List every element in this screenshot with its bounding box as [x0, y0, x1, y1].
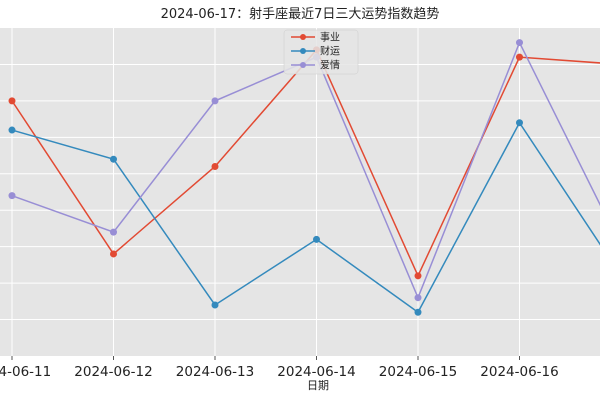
data-point-1-1: [110, 155, 117, 163]
x-tick-label: 2024-06-15: [379, 364, 457, 380]
legend-marker-1: [300, 48, 306, 54]
x-axis-label: 日期: [307, 379, 329, 392]
legend-label-1: 财运: [320, 45, 340, 58]
data-point-0-5: [516, 53, 523, 61]
data-point-0-0: [8, 97, 16, 105]
data-point-2-4: [414, 294, 422, 302]
data-point-1-2: [211, 301, 219, 309]
legend-marker-0: [300, 34, 306, 40]
x-tick-label: 2024-06-14: [277, 364, 355, 380]
legend-label-2: 爱情: [320, 59, 340, 72]
legend-marker-2: [300, 62, 306, 68]
data-point-0-4: [414, 272, 422, 280]
x-tick-label: 2024-06-12: [74, 364, 152, 380]
x-tick-label: 2024-06-13: [176, 364, 254, 380]
data-point-0-1: [110, 250, 117, 258]
x-tick-label: 2024-06-16: [480, 364, 558, 380]
data-point-2-5: [516, 39, 523, 47]
data-point-1-5: [516, 119, 523, 127]
data-point-2-0: [8, 192, 16, 200]
data-point-1-3: [313, 235, 320, 243]
x-tick-label: 2024-06-11: [0, 364, 51, 380]
data-point-1-4: [414, 308, 422, 316]
plot-area: [0, 28, 600, 356]
data-point-0-2: [211, 162, 219, 170]
data-point-2-2: [211, 97, 219, 105]
data-point-1-0: [8, 126, 16, 134]
data-point-2-1: [110, 228, 117, 236]
chart-title: 2024-06-17：射手座最近7日三大运势指数趋势: [161, 6, 440, 22]
legend-label-0: 事业: [320, 31, 340, 44]
